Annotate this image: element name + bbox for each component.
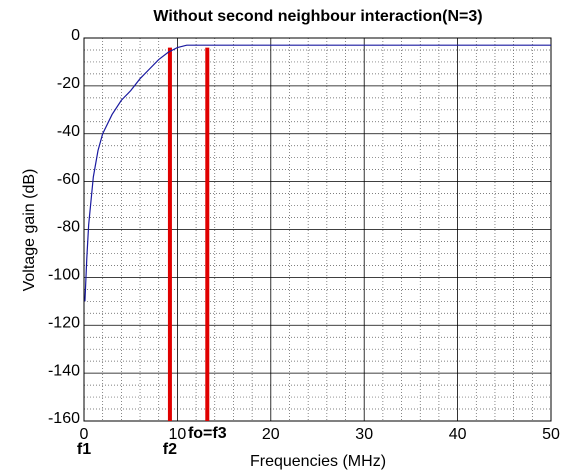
annotation: fo=f3 [188, 425, 227, 442]
x-tick-label: 30 [355, 426, 373, 443]
annotation: f1 [77, 441, 91, 458]
y-tick-label: -80 [57, 219, 80, 236]
y-tick-label: 0 [71, 27, 80, 44]
x-tick-label: 0 [80, 426, 89, 443]
y-tick-label: -100 [48, 267, 80, 284]
y-tick-label: -140 [48, 362, 80, 379]
x-tick-label: 10 [169, 426, 187, 443]
chart-title: Without second neighbour interaction(N=3… [153, 8, 482, 25]
x-axis-label: Frequencies (MHz) [250, 453, 386, 470]
y-tick-label: -60 [57, 171, 80, 188]
y-tick-label: -20 [57, 75, 80, 92]
x-tick-label: 20 [262, 426, 280, 443]
y-tick-label: -120 [48, 314, 80, 331]
y-axis-label: Voltage gain (dB) [21, 169, 38, 292]
data-line [84, 44, 551, 302]
x-tick-label: 50 [542, 426, 560, 443]
x-tick-label: 40 [449, 426, 467, 443]
y-tick-label: -40 [57, 123, 80, 140]
annotation: f2 [163, 441, 177, 458]
y-tick-label: -160 [48, 410, 80, 427]
axes-frame [83, 37, 552, 422]
